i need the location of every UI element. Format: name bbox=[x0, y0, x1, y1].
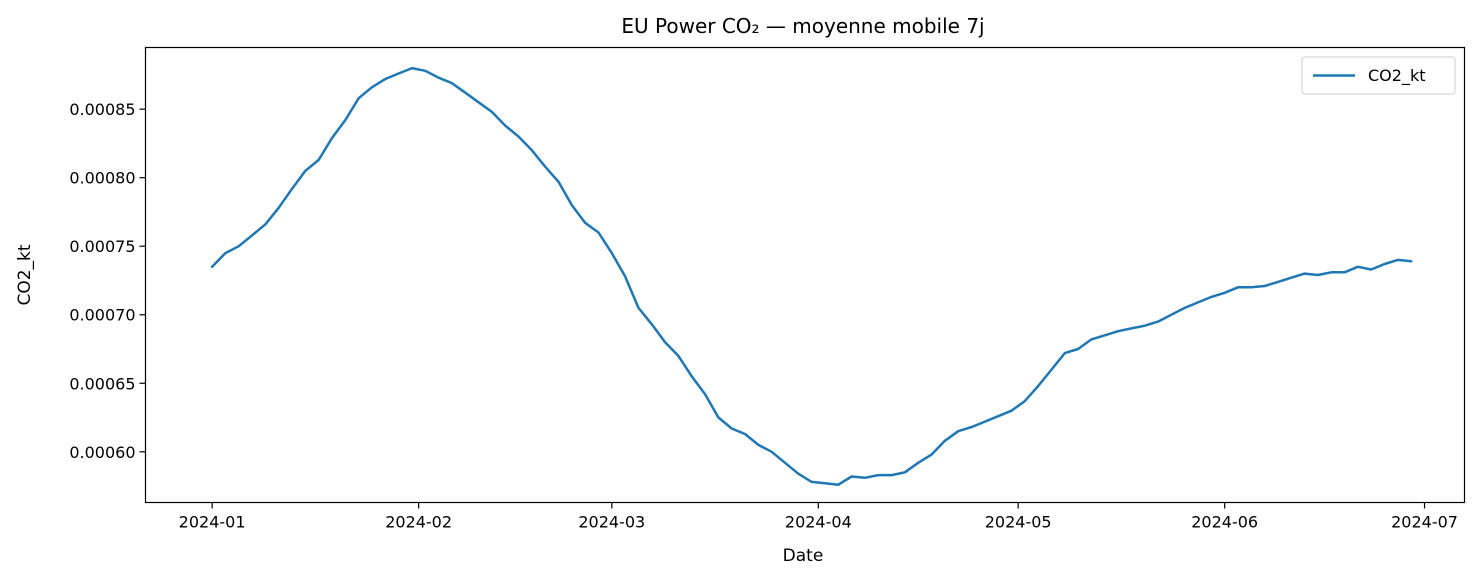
x-tick-label: 2024-04 bbox=[785, 513, 852, 532]
series-line-co2-kt bbox=[210, 66, 1413, 486]
y-tick-label: 0.00080 bbox=[69, 169, 135, 188]
x-axis: 2024-01 2024-02 2024-03 2024-04 2024-05 2024-… bbox=[179, 502, 1458, 532]
x-tick-label: 2024-02 bbox=[385, 513, 452, 532]
legend-label: CO2_kt bbox=[1368, 66, 1425, 86]
y-tick-label: 0.00060 bbox=[69, 443, 135, 462]
x-tick-label: 2024-07 bbox=[1391, 513, 1458, 532]
y-axis: 0.00060 0.00065 0.00070 0.00075 0.00080 0.000… bbox=[69, 100, 146, 462]
chart-title: EU Power CO₂ — moyenne mobile 7j bbox=[621, 14, 984, 38]
y-tick-label: 0.00075 bbox=[69, 237, 135, 256]
x-tick-label: 2024-06 bbox=[1191, 513, 1258, 532]
legend-box bbox=[1301, 56, 1456, 95]
x-tick-label: 2024-05 bbox=[985, 513, 1052, 532]
legend: CO2_kt bbox=[1301, 56, 1456, 95]
x-tick-label: 2024-01 bbox=[179, 513, 246, 532]
y-tick-label: 0.00070 bbox=[69, 306, 135, 325]
y-tick-label: 0.00065 bbox=[69, 374, 135, 393]
plot-frame bbox=[144, 46, 1466, 504]
plot-area bbox=[210, 66, 1413, 486]
x-tick-label: 2024-03 bbox=[578, 513, 645, 532]
y-axis-label: CO2_kt bbox=[15, 244, 35, 305]
y-tick-label: 0.00085 bbox=[69, 100, 135, 119]
x-axis-label: Date bbox=[783, 546, 824, 566]
